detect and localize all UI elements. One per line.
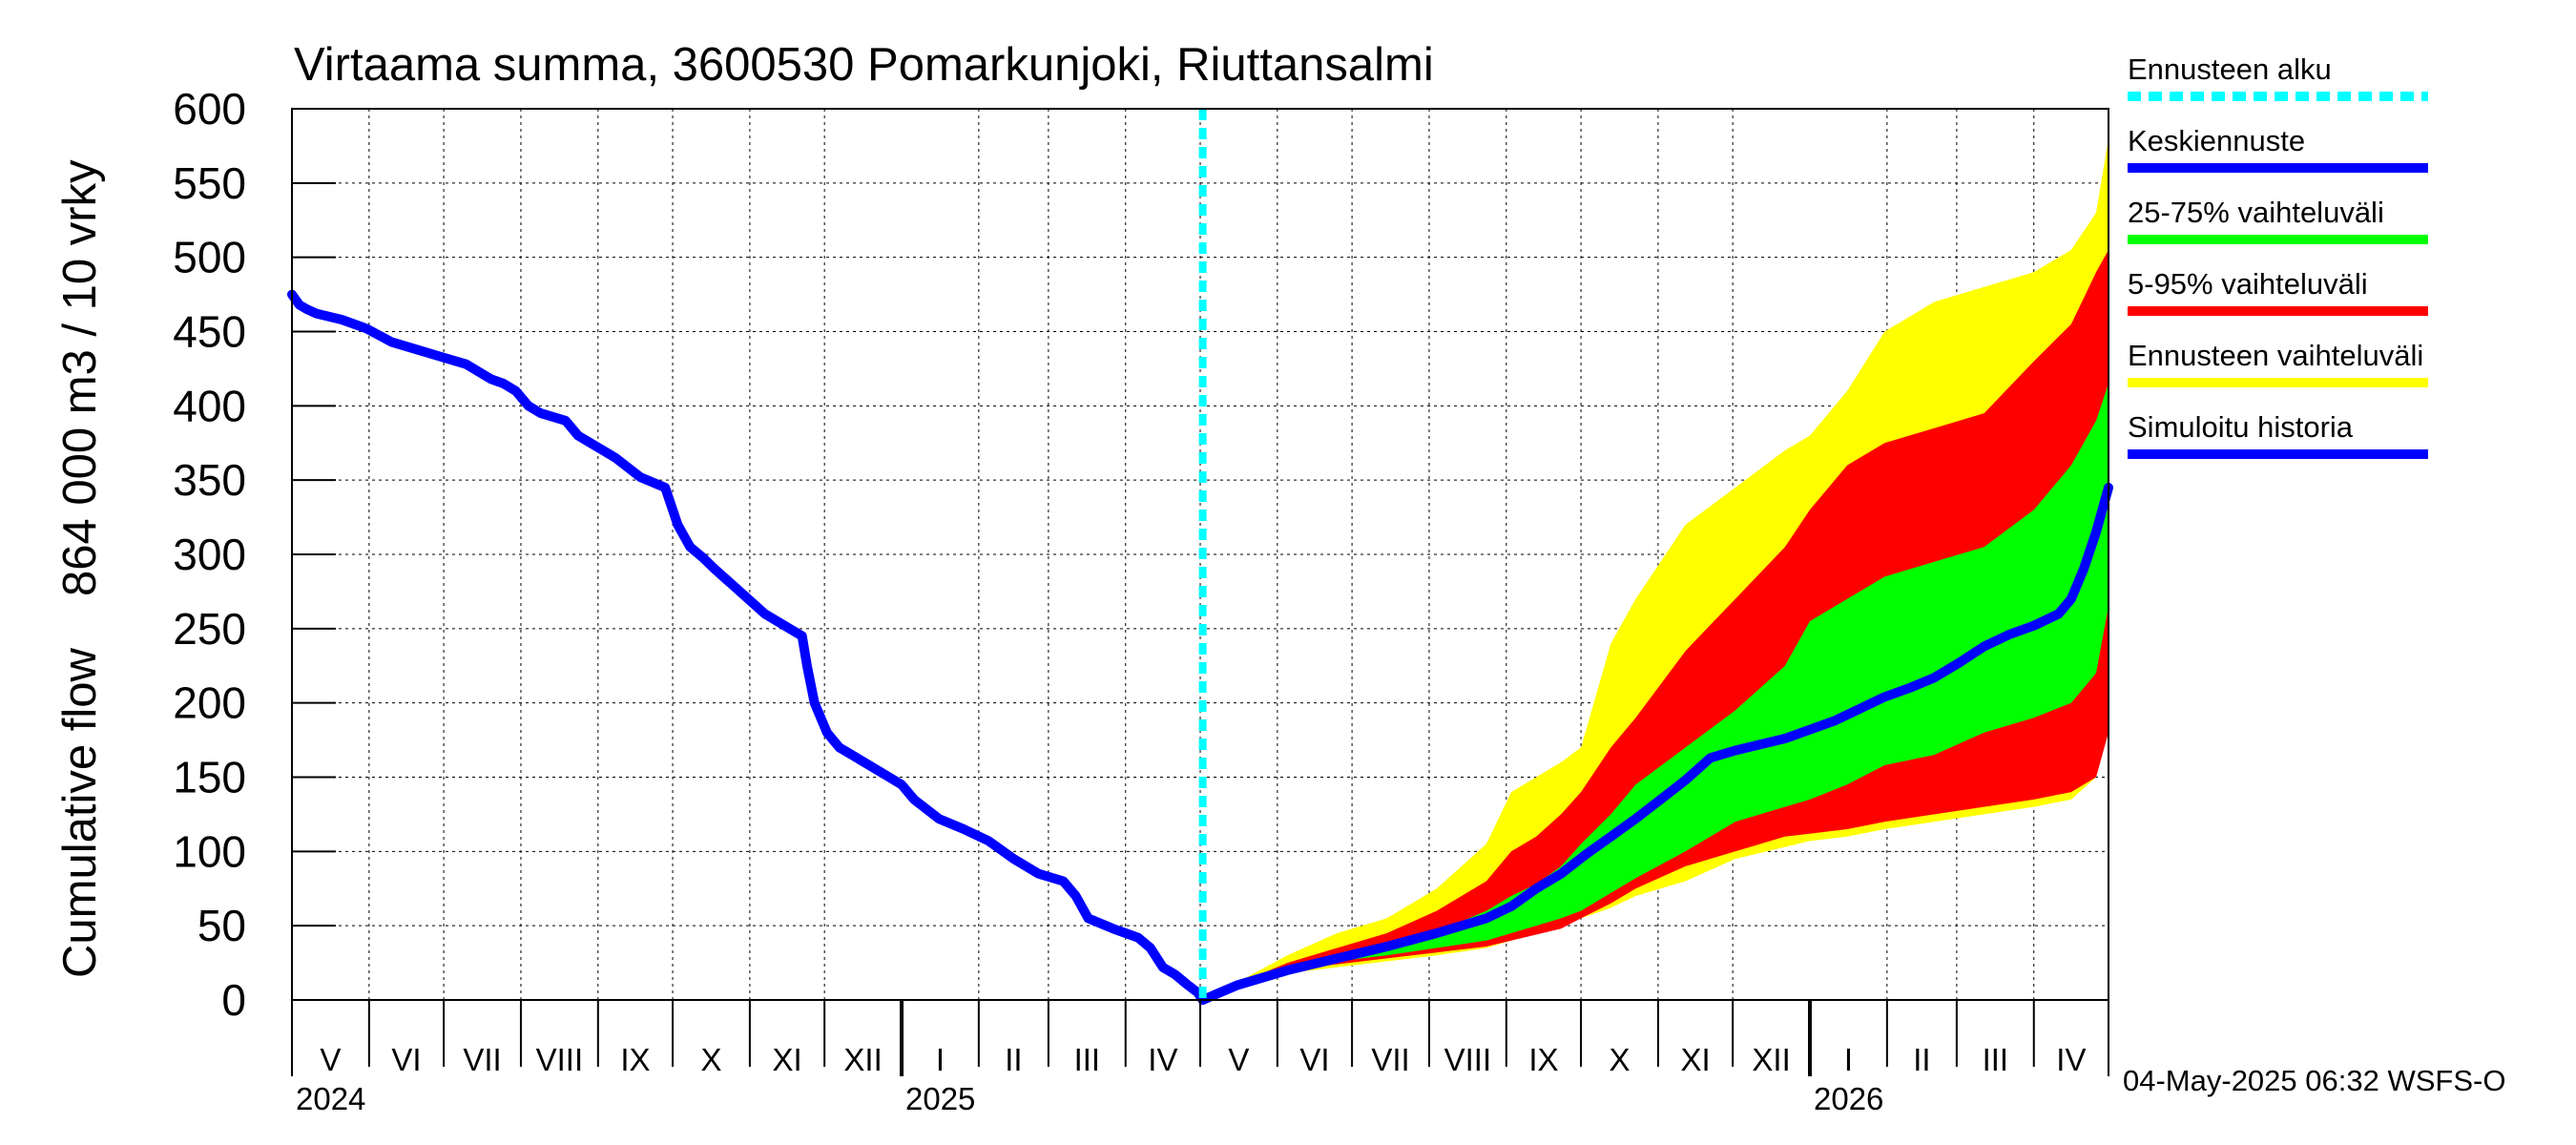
year-label: 2025 [905, 1081, 975, 1116]
chart-labels: Virtaama summa, 3600530 Pomarkunjoki, Ri… [54, 39, 2505, 1116]
month-label: VIII [1444, 1042, 1492, 1077]
month-label: XI [1680, 1042, 1710, 1077]
legend-label: 5-95% vaihteluväli [2128, 267, 2368, 301]
band-5-95-vaihteluv-li [1202, 249, 2109, 1000]
legend-label: Ennusteen alku [2128, 52, 2332, 86]
month-label: IV [1148, 1042, 1177, 1077]
month-label: XI [772, 1042, 801, 1077]
y-tick-label: 0 [221, 975, 246, 1025]
y-tick-label: 550 [173, 158, 246, 208]
legend-label: Simuloitu historia [2128, 410, 2354, 444]
month-label: IX [620, 1042, 650, 1077]
month-label: IV [2056, 1042, 2086, 1077]
y-tick-label: 400 [173, 381, 246, 430]
y-tick-label: 250 [173, 604, 246, 654]
month-label: IX [1528, 1042, 1558, 1077]
series-lines [287, 109, 2113, 1005]
month-label: III [1983, 1042, 2009, 1077]
month-label: VI [391, 1042, 421, 1077]
y-axis-label-line1: Cumulative flow [54, 648, 106, 978]
line-keskiennuste [1197, 483, 2113, 1005]
legend-label: 25-75% vaihteluväli [2128, 196, 2384, 229]
footer-timestamp: 04-May-2025 06:32 WSFS-O [2123, 1064, 2505, 1097]
legend: Ennusteen alku Keskiennuste 25-75% vaihtel… [2128, 52, 2428, 459]
legend-label: Keskiennuste [2128, 124, 2305, 157]
legend-label: Ennusteen vaihteluväli [2128, 339, 2423, 372]
month-label: XII [1752, 1042, 1790, 1077]
month-label: III [1074, 1042, 1101, 1077]
month-label: VII [1371, 1042, 1409, 1077]
y-tick-label: 100 [173, 826, 246, 876]
month-label: VI [1299, 1042, 1329, 1077]
plot-frame [291, 108, 2109, 1001]
month-label: XII [843, 1042, 882, 1077]
y-tick-label: 200 [173, 678, 246, 728]
line-simuloitu-historia [287, 289, 1208, 1005]
y-tick-label: 350 [173, 455, 246, 505]
band-25-75-vaihteluv-li [1202, 384, 2109, 1000]
y-tick-label: 50 [197, 901, 246, 950]
year-label: 2024 [296, 1081, 365, 1116]
month-label: V [320, 1042, 341, 1077]
y-tick-label: 500 [173, 233, 246, 282]
forecast-bands [1202, 138, 2109, 1001]
month-label: II [1913, 1042, 1930, 1077]
chart-title: Virtaama summa, 3600530 Pomarkunjoki, Ri… [294, 39, 1434, 91]
month-label: VII [463, 1042, 501, 1077]
month-label: II [1005, 1042, 1022, 1077]
year-label: 2026 [1814, 1081, 1883, 1116]
month-label: VIII [536, 1042, 584, 1077]
y-tick-label: 150 [173, 753, 246, 802]
month-label: I [1844, 1042, 1853, 1077]
month-label: X [700, 1042, 721, 1077]
y-tick-label: 450 [173, 307, 246, 357]
month-label: V [1228, 1042, 1249, 1077]
y-tick-label: 600 [173, 84, 246, 134]
month-label: I [936, 1042, 945, 1077]
y-tick-label: 300 [173, 530, 246, 579]
axes [291, 108, 2109, 1076]
y-axis-label-line2: 864 000 m3 / 10 vrky [54, 159, 106, 596]
month-label: X [1609, 1042, 1630, 1077]
